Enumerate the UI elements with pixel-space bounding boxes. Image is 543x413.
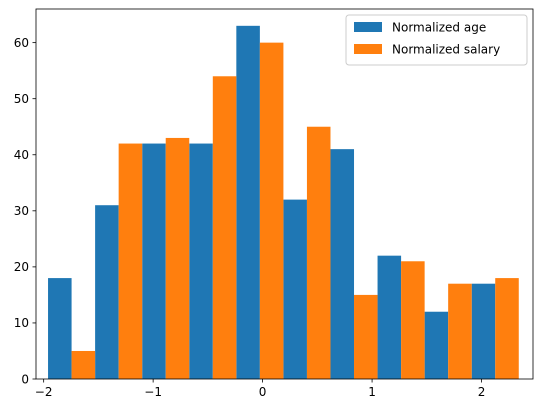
bar-age-2 [142,143,166,379]
x-tick-label: 1 [368,385,376,399]
bar-salary-4 [259,42,284,379]
bars-group [48,25,519,380]
legend-label-age: Normalized age [392,21,486,35]
bar-salary-1 [118,143,143,379]
plot-frame [35,8,534,380]
y-tick-label: 20 [14,260,29,274]
x-tick-label: 0 [259,385,267,399]
y-tick-label: 40 [14,148,29,162]
bar-age-6 [330,149,355,379]
bar-age-5 [283,199,307,379]
bar-age-3 [189,143,213,379]
bar-salary-7 [401,261,425,379]
x-tick-label: 2 [478,385,486,399]
bar-age-8 [424,311,449,379]
y-tick-label: 10 [14,316,29,330]
bar-salary-8 [448,283,472,379]
bar-salary-5 [306,126,331,379]
legend-swatch-age [354,22,382,32]
bar-age-9 [471,283,496,379]
bar-age-4 [236,25,260,379]
legend-swatch-salary [354,44,382,54]
bar-salary-6 [354,294,378,379]
bar-age-0 [48,278,72,379]
bar-salary-3 [212,76,237,380]
bar-salary-0 [71,350,96,379]
bar-age-7 [377,255,402,379]
bar-age-1 [95,205,119,379]
legend: Normalized age Normalized salary [345,14,528,66]
y-tick-label: 50 [14,92,29,106]
legend-box [345,14,528,66]
y-tick-label: 30 [14,204,29,218]
y-tick-label: 0 [21,372,29,386]
bar-salary-9 [495,278,519,379]
x-tick-label: −1 [144,385,162,399]
bar-salary-2 [165,137,190,379]
x-tick-label: −2 [35,385,53,399]
y-tick-label: 60 [14,36,29,50]
legend-label-salary: Normalized salary [392,43,500,57]
